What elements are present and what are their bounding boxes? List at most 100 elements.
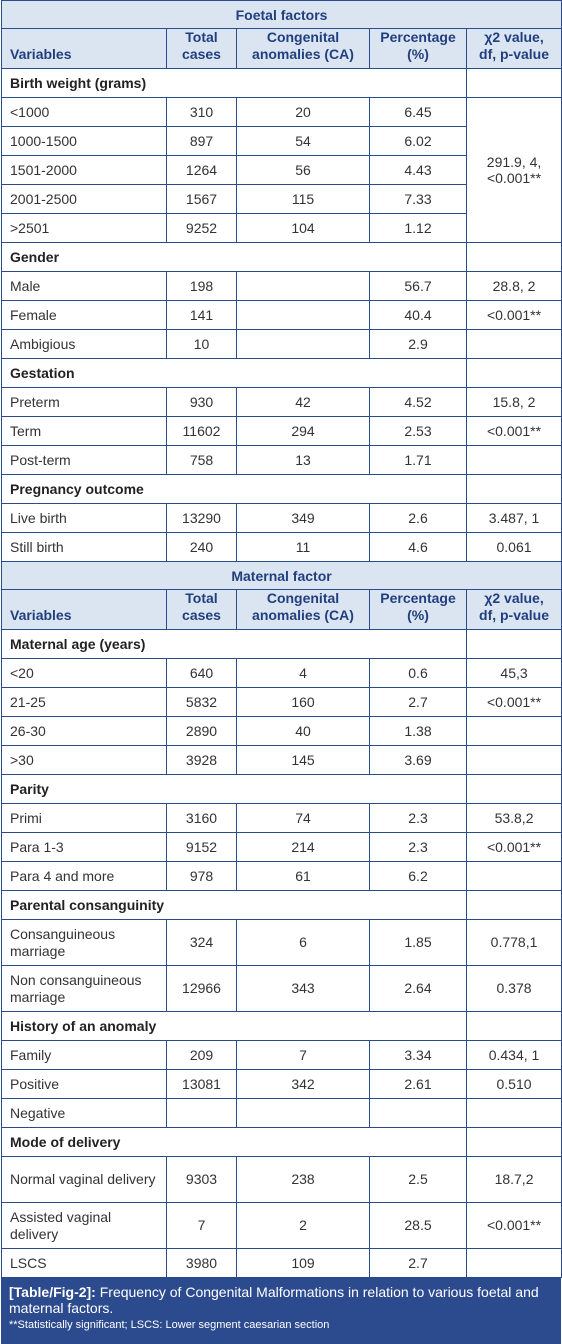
cell	[465, 774, 562, 804]
cell: 3.487, 1	[465, 503, 562, 533]
column-header: Variables	[1, 589, 167, 630]
column-header: Congenital anomalies (CA)	[236, 589, 370, 630]
row-label: Family	[1, 1040, 167, 1070]
cell: 0.378	[465, 965, 562, 1012]
cell	[465, 1248, 562, 1278]
group-row: Parity	[1, 774, 562, 804]
data-row: Consanguineous marriage 324 6 1.85 0.778,1	[1, 919, 562, 966]
header-row: Variables Total cases Congenital anomalies…	[1, 28, 562, 69]
cell: 40	[236, 716, 370, 746]
row-label: >30	[1, 745, 167, 775]
cell	[369, 1098, 467, 1128]
cell	[236, 1098, 370, 1128]
row-label: Assisted vaginal delivery	[1, 1202, 167, 1249]
cell	[166, 1098, 237, 1128]
group-row: Mode of delivery	[1, 1127, 562, 1157]
cell	[465, 474, 562, 504]
cell	[465, 445, 562, 475]
cell: 6.2	[369, 861, 467, 891]
cell: 53.8,2	[465, 803, 562, 833]
row-label: >2501	[1, 213, 167, 243]
data-row: 26-30 2890 40 1.38	[1, 716, 562, 746]
cell: 160	[236, 687, 370, 717]
column-header: Percentage (%)	[369, 28, 467, 69]
cell	[465, 745, 562, 775]
group-name: History of an anomaly	[1, 1011, 467, 1041]
cell: 6	[236, 919, 370, 966]
data-row: Male 198 56.7 28.8, 2	[1, 271, 562, 301]
data-row: Family 209 7 3.34 0.434, 1	[1, 1040, 562, 1070]
cell	[465, 68, 562, 98]
cell: 56.7	[369, 271, 467, 301]
row-label: Post-term	[1, 445, 167, 475]
data-row: >30 3928 145 3.69	[1, 745, 562, 775]
cell: 2.5	[369, 1156, 467, 1203]
row-label: Consanguineous marriage	[1, 919, 167, 966]
cell: 3.69	[369, 745, 467, 775]
caption-text: [Table/Fig-2]: Frequency of Congenital M…	[9, 1284, 553, 1316]
cell: 104	[236, 213, 370, 243]
cell: 74	[236, 803, 370, 833]
cell: 2.64	[369, 965, 467, 1012]
group-row: History of an anomaly	[1, 1011, 562, 1041]
data-row: Post-term 758 13 1.71	[1, 445, 562, 475]
row-label: <20	[1, 658, 167, 688]
cell: <0.001**	[465, 1202, 562, 1249]
row-label: <1000	[1, 97, 167, 127]
section-title-row: Foetal factors	[0, 0, 562, 29]
cell: 2.3	[369, 803, 467, 833]
group-row: Pregnancy outcome	[1, 474, 562, 504]
caption: [Table/Fig-2]: Frequency of Congenital M…	[1, 1278, 561, 1344]
data-row: Para 4 and more 978 61 6.2	[1, 861, 562, 891]
cell: 145	[236, 745, 370, 775]
column-header: Variables	[1, 28, 167, 69]
cell: 2.61	[369, 1069, 467, 1099]
group-row: Gender	[1, 242, 562, 272]
cell: 13081	[166, 1069, 237, 1099]
group-row: Gestation	[1, 358, 562, 388]
data-row: Live birth 13290 349 2.6 3.487, 1	[1, 503, 562, 533]
group-name: Gestation	[1, 358, 467, 388]
cell: 349	[236, 503, 370, 533]
row-label: Para 1-3	[1, 832, 167, 862]
header-row: Variables Total cases Congenital anomalies…	[1, 589, 562, 630]
cell: 9152	[166, 832, 237, 862]
cell: 240	[166, 532, 237, 562]
data-row: <1000 310 20 6.45 291.9, 4, <0.001**	[1, 97, 562, 243]
data-row: 21-25 5832 160 2.7 <0.001**	[1, 687, 562, 717]
row-label: Non consanguineous marriage	[1, 965, 167, 1012]
row-label: Live birth	[1, 503, 167, 533]
group-row: Birth weight (grams)	[1, 68, 562, 98]
cell: 109	[236, 1248, 370, 1278]
cell: 238	[236, 1156, 370, 1203]
group-row: Parental consanguinity	[1, 890, 562, 920]
cell	[465, 1127, 562, 1157]
table: Foetal factors Variables Total cases Congen…	[0, 0, 562, 1278]
cell: 5832	[166, 687, 237, 717]
cell: 40.4	[369, 300, 467, 330]
row-label: Preterm	[1, 387, 167, 417]
cell: 45,3	[465, 658, 562, 688]
cell: 324	[166, 919, 237, 966]
cell: 0.510	[465, 1069, 562, 1099]
data-row: Normal vaginal delivery 9303 238 2.5 18.7,2	[1, 1156, 562, 1203]
column-header: Total cases	[166, 28, 237, 69]
cell: 6.45	[369, 97, 467, 127]
group-name: Gender	[1, 242, 467, 272]
cell	[465, 242, 562, 272]
cell: 2890	[166, 716, 237, 746]
cell: 1.71	[369, 445, 467, 475]
cell	[465, 890, 562, 920]
data-row: Term 11602 294 2.53 <0.001**	[1, 416, 562, 446]
column-header: Total cases	[166, 589, 237, 630]
cell: 61	[236, 861, 370, 891]
data-row: Still birth 240 11 4.6 0.061	[1, 532, 562, 562]
row-label: Ambigious	[1, 329, 167, 359]
row-label: 26-30	[1, 716, 167, 746]
group-name: Maternal age (years)	[1, 629, 467, 659]
cell: 28.8, 2	[465, 271, 562, 301]
caption-note: **Statistically significant; LSCS: Lower…	[9, 1319, 330, 1331]
cell: 54	[236, 126, 370, 156]
row-label: LSCS	[1, 1248, 167, 1278]
cell: 4.6	[369, 532, 467, 562]
